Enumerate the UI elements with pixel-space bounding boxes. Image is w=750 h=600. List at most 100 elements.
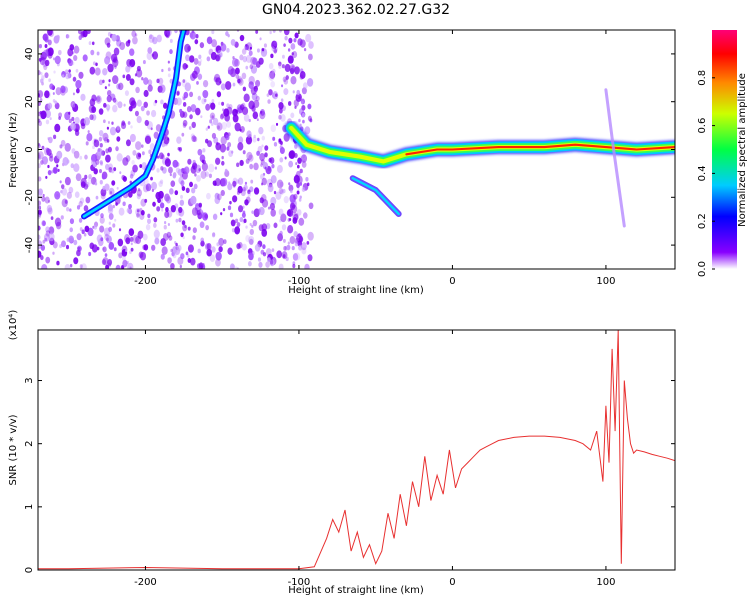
noise-blob [263, 43, 267, 48]
noise-blob [302, 119, 305, 124]
noise-blob [261, 177, 267, 186]
noise-blob [248, 252, 254, 261]
noise-blob [172, 173, 177, 179]
y-tick-label: 2 [24, 440, 35, 446]
noise-blob [100, 213, 104, 219]
noise-blob [108, 226, 112, 233]
noise-blob [264, 152, 268, 158]
noise-blob [296, 89, 301, 95]
noise-blob [92, 161, 98, 168]
noise-blob [83, 183, 89, 190]
noise-blob [164, 211, 170, 219]
noise-blob [206, 56, 211, 62]
noise-blob [137, 187, 141, 192]
noise-blob [107, 121, 111, 124]
noise-blob [125, 249, 128, 253]
noise-blob [170, 204, 177, 213]
noise-blob [226, 121, 232, 128]
noise-blob [72, 92, 75, 96]
noise-blob [206, 248, 212, 257]
noise-blob [204, 171, 209, 177]
noise-blob [82, 54, 88, 62]
noise-blob [143, 89, 149, 98]
noise-blob [259, 197, 264, 204]
noise-blob [300, 154, 308, 163]
noise-blob [273, 48, 278, 54]
noise-blob [260, 163, 263, 167]
noise-blob [283, 30, 290, 36]
noise-blob [244, 181, 248, 185]
noise-blob [230, 219, 236, 227]
noise-blob [219, 80, 222, 84]
noise-blob [250, 65, 258, 74]
noise-blob [201, 98, 206, 105]
noise-blob [278, 114, 282, 120]
noise-blob [182, 236, 185, 240]
noise-blob [181, 79, 188, 87]
noise-blob [98, 130, 104, 137]
noise-blob [268, 157, 272, 163]
noise-blob [76, 233, 82, 241]
noise-blob [149, 143, 155, 151]
noise-blob [259, 110, 263, 114]
noise-blob [178, 217, 182, 223]
noise-blob [39, 97, 43, 102]
noise-blob [253, 187, 260, 195]
noise-blob [68, 235, 74, 243]
noise-blob [285, 75, 289, 80]
noise-blob [42, 193, 45, 197]
noise-blob [147, 79, 153, 86]
noise-blob [198, 262, 204, 269]
noise-blob [205, 127, 209, 131]
noise-blob [167, 60, 170, 64]
noise-blob [208, 173, 212, 179]
noise-blob [146, 51, 153, 61]
noise-blob [245, 225, 248, 229]
noise-blob [198, 168, 201, 172]
noise-blob [225, 31, 229, 37]
noise-blob [68, 59, 74, 67]
noise-blob [43, 233, 50, 242]
noise-blob [59, 244, 63, 249]
noise-blob [247, 189, 251, 195]
noise-blob [196, 80, 199, 85]
noise-blob [220, 189, 225, 197]
noise-blob [261, 135, 266, 141]
noise-blob [89, 114, 94, 121]
noise-blob [273, 142, 278, 147]
noise-blob [55, 87, 62, 96]
noise-blob [190, 257, 196, 266]
noise-blob [101, 150, 106, 156]
noise-blob [153, 131, 159, 139]
noise-blob [262, 172, 266, 176]
noise-blob [183, 91, 189, 99]
noise-blob [294, 66, 300, 75]
noise-blob [257, 137, 260, 142]
noise-blob [243, 113, 250, 122]
noise-blob [224, 168, 228, 173]
noise-blob [212, 213, 218, 220]
noise-blob [107, 63, 114, 73]
noise-blob [206, 36, 213, 45]
noise-blob [88, 251, 92, 257]
noise-blob [132, 164, 138, 173]
noise-blob [73, 45, 80, 54]
noise-blob [202, 79, 209, 88]
dispersion-curve [82, 30, 186, 218]
noise-blob [169, 188, 174, 195]
noise-blob [47, 169, 52, 176]
noise-blob [93, 168, 98, 175]
noise-blob [77, 246, 80, 251]
noise-blob [253, 162, 259, 171]
noise-blob [44, 72, 49, 79]
noise-blob [211, 132, 217, 139]
noise-blob [248, 81, 254, 89]
noise-blob [245, 54, 252, 63]
noise-blob [284, 156, 287, 160]
noise-blob [180, 180, 185, 186]
noise-blob [185, 64, 189, 69]
noise-blob [76, 249, 81, 257]
noise-blob [287, 48, 291, 52]
noise-blob [300, 98, 306, 105]
noise-blob [206, 192, 211, 200]
